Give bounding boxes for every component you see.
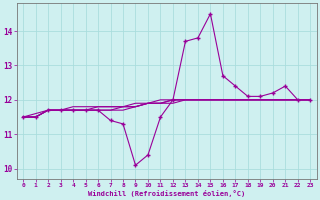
X-axis label: Windchill (Refroidissement éolien,°C): Windchill (Refroidissement éolien,°C) [88,190,245,197]
